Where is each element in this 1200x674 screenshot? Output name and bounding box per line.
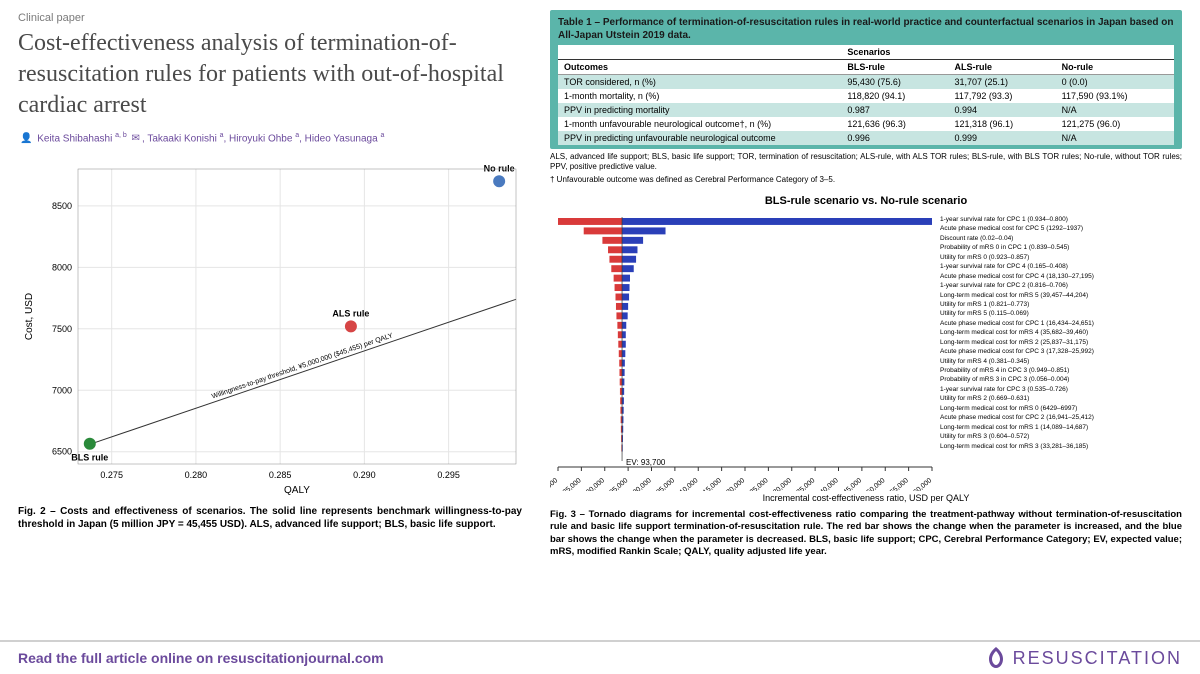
svg-text:95,000: 95,000 bbox=[609, 477, 630, 491]
fig3-tornado-chart: EV: 93,700 80,00085,00090,00095,000100,00… bbox=[550, 211, 1182, 491]
svg-text:8500: 8500 bbox=[52, 201, 72, 211]
svg-text:135,000: 135,000 bbox=[793, 477, 817, 491]
paper-title: Cost-effectiveness analysis of terminati… bbox=[18, 28, 522, 122]
author-list: 👤 Keita Shibahashi a, b ✉, Takaaki Konis… bbox=[18, 132, 522, 144]
svg-text:90,000: 90,000 bbox=[585, 477, 606, 491]
fig3-title: BLS-rule scenario vs. No-rule scenario bbox=[550, 195, 1182, 207]
svg-text:155,000: 155,000 bbox=[886, 477, 910, 491]
fig3-xlabel: Incremental cost-effectiveness ratio, US… bbox=[550, 493, 1182, 503]
svg-text:8000: 8000 bbox=[52, 262, 72, 272]
fig2-caption: Fig. 2 – Costs and effectiveness of scen… bbox=[18, 505, 522, 532]
svg-text:6500: 6500 bbox=[52, 447, 72, 457]
svg-text:0.295: 0.295 bbox=[437, 470, 460, 480]
svg-text:115,000: 115,000 bbox=[699, 477, 723, 491]
svg-text:7500: 7500 bbox=[52, 324, 72, 334]
svg-text:QALY: QALY bbox=[284, 485, 310, 496]
svg-text:0.290: 0.290 bbox=[353, 470, 376, 480]
svg-text:140,000: 140,000 bbox=[816, 477, 840, 491]
svg-text:110,000: 110,000 bbox=[676, 477, 700, 491]
svg-text:ALS rule: ALS rule bbox=[332, 308, 369, 318]
svg-text:No rule: No rule bbox=[484, 163, 515, 173]
svg-text:0.280: 0.280 bbox=[185, 470, 208, 480]
table1-footnote-2: † Unfavourable outcome was defined as Ce… bbox=[550, 175, 1182, 185]
paper-type-label: Clinical paper bbox=[18, 12, 522, 24]
table1-title: Table 1 – Performance of termination-of-… bbox=[558, 16, 1174, 42]
svg-text:80,000: 80,000 bbox=[550, 477, 559, 491]
svg-text:0.275: 0.275 bbox=[100, 470, 123, 480]
svg-text:150,000: 150,000 bbox=[863, 477, 887, 491]
journal-logo-text: RESUSCITATION bbox=[1013, 648, 1182, 669]
svg-text:125,000: 125,000 bbox=[746, 477, 770, 491]
fig3-caption: Fig. 3 – Tornado diagrams for incrementa… bbox=[550, 509, 1182, 558]
fig2-scatter-chart: 0.275 0.280 0.285 0.290 0.295 6500 7000 7500 800… bbox=[18, 159, 522, 499]
svg-text:EV: 93,700: EV: 93,700 bbox=[626, 458, 666, 467]
svg-text:85,000: 85,000 bbox=[562, 477, 583, 491]
svg-text:100,000: 100,000 bbox=[629, 477, 653, 491]
svg-text:120,000: 120,000 bbox=[722, 477, 746, 491]
fig3-bar-labels: 1-year survival rate for CPC 1 (0.934–0.… bbox=[940, 211, 1094, 491]
svg-text:105,000: 105,000 bbox=[652, 477, 676, 491]
svg-text:145,000: 145,000 bbox=[839, 477, 863, 491]
svg-text:0.285: 0.285 bbox=[269, 470, 292, 480]
svg-text:7000: 7000 bbox=[52, 385, 72, 395]
table1: Table 1 – Performance of termination-of-… bbox=[550, 10, 1182, 149]
table1-grid: ScenariosOutcomesBLS-ruleALS-ruleNo-rule… bbox=[558, 45, 1174, 145]
svg-text:130,000: 130,000 bbox=[769, 477, 793, 491]
svg-text:BLS rule: BLS rule bbox=[71, 453, 108, 463]
svg-text:Cost, USD: Cost, USD bbox=[24, 293, 35, 340]
table1-footnote-1: ALS, advanced life support; BLS, basic l… bbox=[550, 152, 1182, 172]
footer-link[interactable]: Read the full article online on resuscit… bbox=[18, 650, 384, 666]
svg-text:160,000: 160,000 bbox=[909, 477, 933, 491]
journal-logo: RESUSCITATION bbox=[985, 645, 1182, 671]
